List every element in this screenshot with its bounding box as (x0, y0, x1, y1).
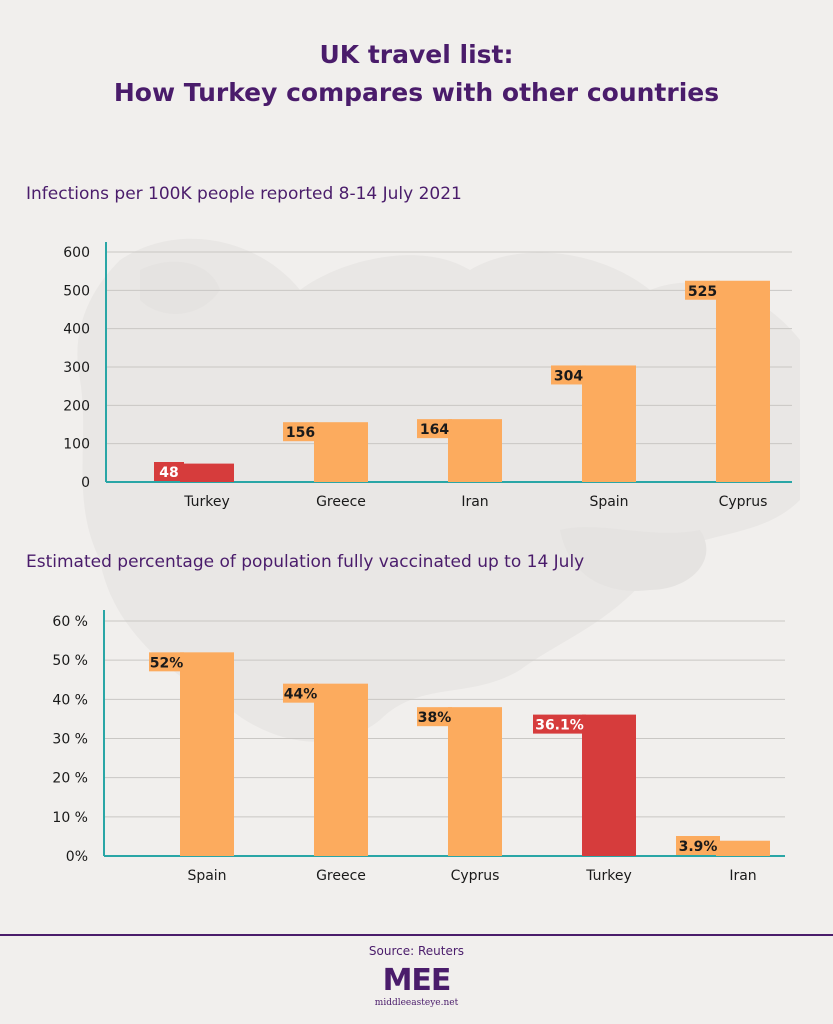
vaccination-bar-iran (716, 840, 770, 856)
vaccination-bar-greece (314, 683, 368, 856)
vaccination-ytick-label: 30 % (52, 732, 88, 748)
infections-ytick-label: 100 (63, 437, 90, 453)
mee-logo: MEE (382, 963, 452, 998)
infections-ytick-label: 0 (81, 475, 90, 491)
vaccination-ytick-label: 20 % (52, 771, 88, 787)
vaccination-category-label: Turkey (585, 868, 632, 884)
infections-value-label-bg (283, 422, 318, 442)
infections-bar-cyprus (716, 280, 770, 482)
infections-ytick-label: 500 (63, 283, 90, 299)
vaccination-value-label-bg (283, 683, 318, 703)
vaccination-ytick-label: 50 % (52, 653, 88, 669)
infections-bar-iran (448, 419, 502, 482)
background-map (77, 238, 801, 742)
vaccination-value-label-bg (417, 707, 452, 727)
title-line-2: How Turkey compares with other countries (113, 78, 720, 107)
vaccination-ytick-label: 60 % (52, 614, 88, 630)
infections-bar-greece (314, 422, 368, 482)
vaccination-chart: 0% 10 % 20 % 30 % 40 % 50 % 60 % Spain 52% Greece… (52, 610, 785, 884)
source-note: Source: Reuters (368, 944, 465, 958)
infections-value-label-bg (154, 462, 184, 481)
infections-bar-turkey (180, 463, 234, 482)
title-line-1: UK travel list: (319, 40, 514, 69)
vaccination-bar-cyprus (448, 707, 502, 856)
vaccination-value-label: 52% (150, 655, 184, 671)
infections-value-label: 304 (554, 368, 583, 384)
vaccination-value-label: 36.1% (535, 718, 584, 734)
page-title: UK travel list: How Turkey compares with… (0, 36, 833, 112)
infections-value-label: 525 (688, 284, 717, 300)
vaccination-value-label: 38% (418, 710, 452, 726)
vaccination-value-label-bg (533, 714, 586, 734)
infections-chart-title: Infections per 100K people reported 8-14… (26, 184, 462, 204)
infections-value-label-bg (417, 419, 452, 439)
infections-category-label: Spain (589, 494, 628, 510)
infections-bar-spain (582, 365, 636, 482)
infections-category-label: Greece (316, 494, 366, 510)
infections-category-label: Iran (461, 494, 488, 510)
vaccination-category-label: Cyprus (451, 868, 500, 884)
vaccination-bar-turkey (582, 714, 636, 856)
infections-ytick-label: 200 (63, 398, 90, 414)
infections-value-label: 164 (420, 422, 449, 438)
infections-ytick-label: 600 (63, 245, 90, 261)
vaccination-ytick-label: 40 % (52, 692, 88, 708)
vaccination-chart-title: Estimated percentage of population fully… (26, 552, 585, 572)
vaccination-value-label-bg (149, 652, 184, 672)
infections-value-label: 156 (286, 425, 315, 441)
vaccination-category-label: Iran (729, 868, 756, 884)
infections-ytick-label: 400 (63, 322, 90, 338)
vaccination-category-label: Greece (316, 868, 366, 884)
vaccination-value-label: 44% (284, 687, 318, 703)
vaccination-value-label-bg (676, 836, 720, 855)
vaccination-ytick-label: 0% (66, 849, 88, 865)
infections-chart: 0 100 200 300 400 500 600 Turkey 48 Greece 156 Iran… (63, 242, 792, 510)
site-url: middleeasteye.net (374, 998, 459, 1008)
infections-value-label-bg (551, 365, 586, 385)
infections-category-label: Cyprus (719, 494, 768, 510)
vaccination-value-label: 3.9% (679, 839, 718, 855)
infections-ytick-label: 300 (63, 360, 90, 376)
infections-value-label-bg (685, 280, 720, 300)
vaccination-bar-spain (180, 652, 234, 856)
vaccination-category-label: Spain (187, 868, 226, 884)
vaccination-ytick-label: 10 % (52, 810, 88, 826)
footer-divider (0, 934, 833, 936)
infections-value-label: 48 (159, 465, 178, 481)
infections-category-label: Turkey (183, 494, 230, 510)
